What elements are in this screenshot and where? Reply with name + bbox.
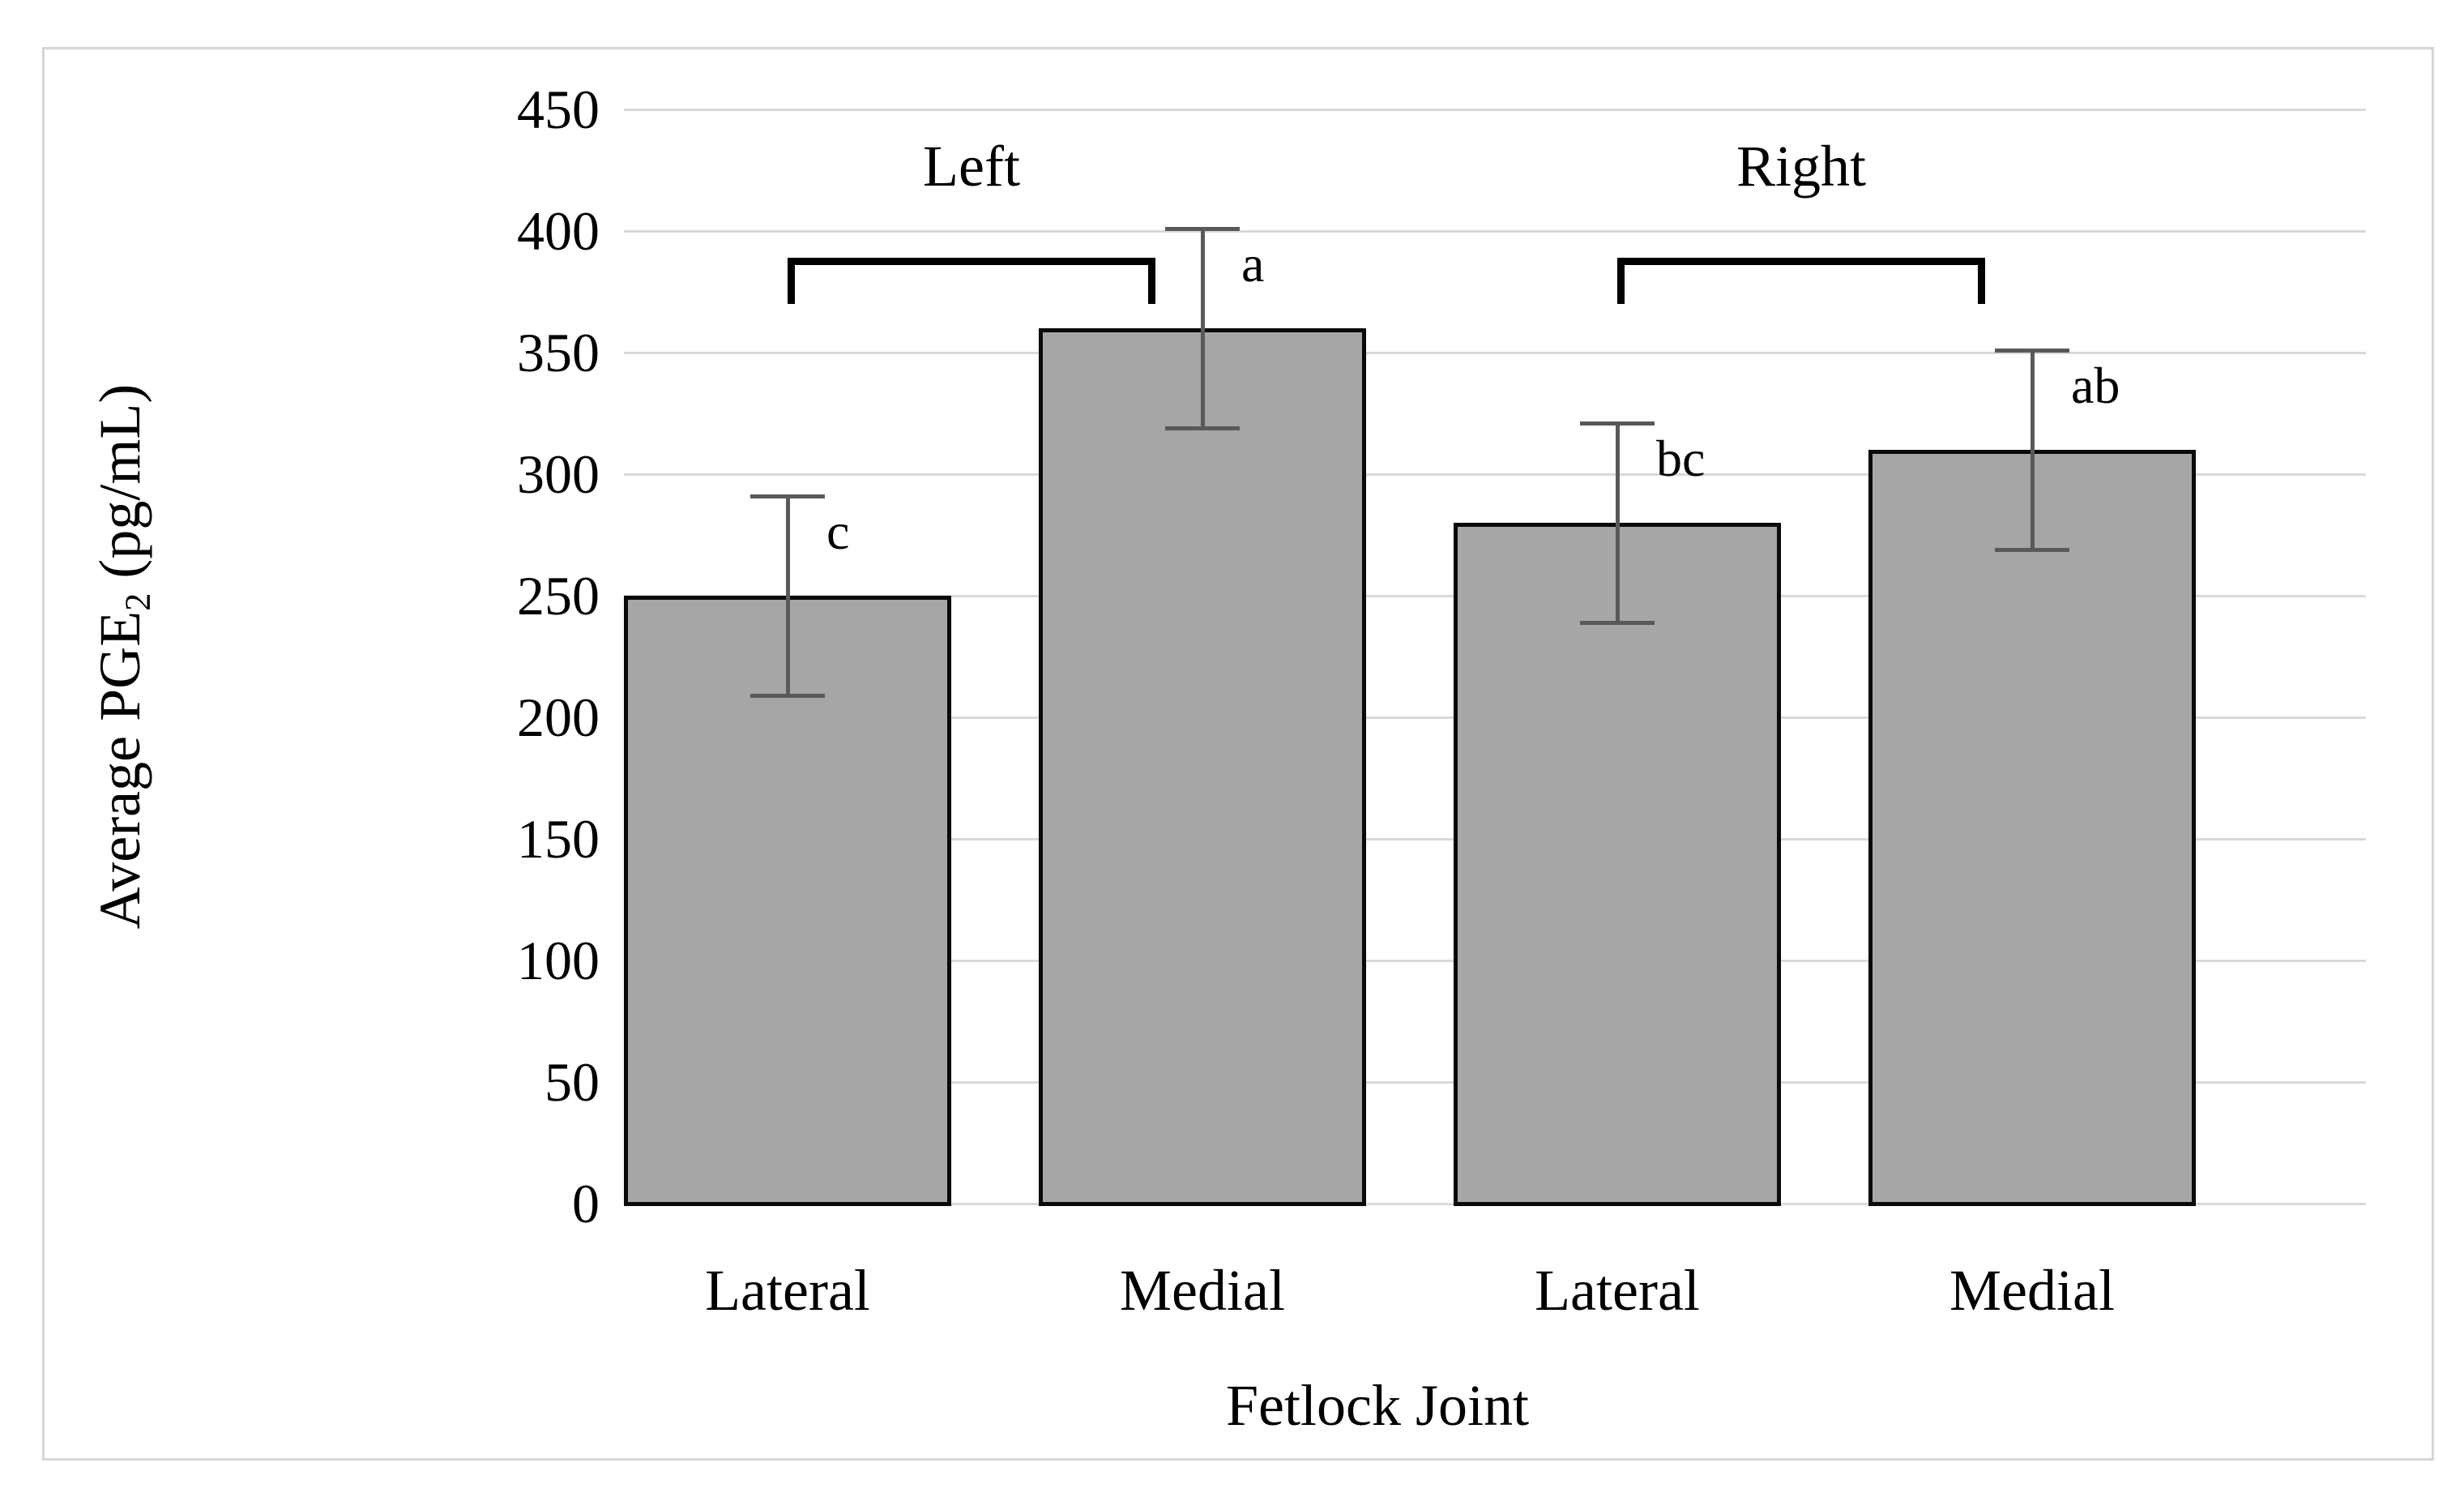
bracket-right-horizontal [1617, 258, 1985, 265]
bracket-right-right-tick [1978, 258, 1985, 304]
error-bar-cap-bottom [750, 693, 825, 698]
error-bar-line [2030, 350, 2035, 550]
y-tick-label: 50 [544, 1051, 600, 1113]
x-tick-label: Medial [1949, 1258, 2115, 1323]
error-bar-cap-bottom [1580, 620, 1655, 625]
figure-border [42, 47, 2434, 1461]
significance-letter: c [826, 503, 850, 560]
bracket-left-horizontal [788, 258, 1155, 265]
x-tick-label: Medial [1120, 1258, 1285, 1323]
gridline-450 [624, 109, 2366, 111]
bar-right-lateral [1454, 523, 1781, 1206]
gridline-350 [624, 352, 2366, 354]
bar-left-medial [1039, 328, 1366, 1206]
y-tick-label: 200 [517, 687, 600, 748]
x-tick-label: Lateral [1535, 1258, 1700, 1323]
x-tick-label: Lateral [705, 1258, 870, 1323]
y-axis-title: Average PGE2 (pg/mL) [84, 89, 158, 1224]
gridline-300 [624, 473, 2366, 476]
gridline-400 [624, 230, 2366, 233]
bar-left-lateral [624, 596, 951, 1206]
error-bar-cap-top [1165, 226, 1240, 231]
y-tick-label: 100 [517, 930, 600, 991]
bar-right-medial [1868, 450, 2196, 1206]
error-bar-line [1200, 229, 1205, 428]
significance-letter: bc [1656, 430, 1706, 487]
y-tick-label: 350 [517, 322, 600, 383]
bracket-left-right-tick [1148, 258, 1155, 304]
y-tick-label: 300 [517, 443, 600, 505]
error-bar-cap-top [1995, 348, 2069, 353]
y-tick-label: 250 [517, 565, 600, 627]
y-axis-title-subscript: 2 [117, 592, 158, 611]
y-tick-label: 400 [517, 200, 600, 262]
x-axis-title: Fetlock Joint [1226, 1373, 1529, 1438]
error-bar-cap-bottom [1995, 547, 2069, 552]
significance-letter: ab [2071, 357, 2120, 414]
bracket-right-left-tick [1617, 258, 1625, 304]
error-bar-line [1615, 423, 1620, 622]
y-tick-label: 450 [517, 79, 600, 140]
y-tick-label: 0 [572, 1173, 600, 1234]
error-bar-cap-top [750, 494, 825, 498]
y-axis-title-unit: (pg/mL) [88, 383, 152, 593]
group-label-left: Left [923, 134, 1020, 199]
bracket-left-left-tick [788, 258, 795, 304]
y-tick-label: 150 [517, 808, 600, 870]
y-axis-title-text: Average PGE [88, 610, 152, 930]
error-bar-line [785, 496, 790, 695]
error-bar-cap-top [1580, 421, 1655, 426]
group-label-right: Right [1736, 134, 1867, 199]
significance-letter: a [1241, 235, 1265, 293]
error-bar-cap-bottom [1165, 426, 1240, 430]
